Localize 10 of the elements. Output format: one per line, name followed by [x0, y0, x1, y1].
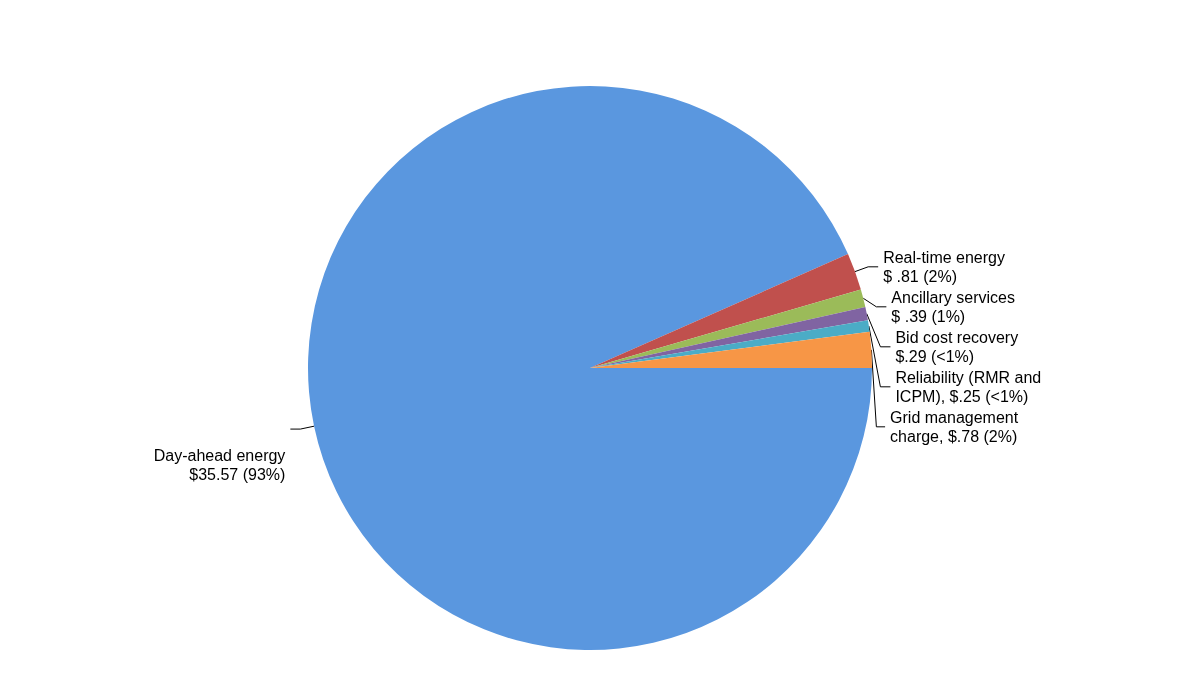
- slice-label: Day-ahead energy: [153, 446, 286, 464]
- slice-label: Real-time energy: [883, 248, 1005, 266]
- slice-label: Grid management charge, $.78 (2%): [890, 408, 1023, 445]
- slice-label: Bid cost recovery: [895, 328, 1019, 346]
- data-label: $ .39 (1%): [891, 307, 966, 325]
- slice-label: Reliability (RMR and ICPM), $.25 (<1%): [895, 368, 1046, 405]
- data-label: $.29 (<1%): [895, 347, 975, 365]
- slice-label: Ancillary services: [891, 288, 1015, 306]
- data-label: $ .81 (2%): [883, 267, 957, 285]
- data-label: $35.57 (93%): [189, 465, 286, 483]
